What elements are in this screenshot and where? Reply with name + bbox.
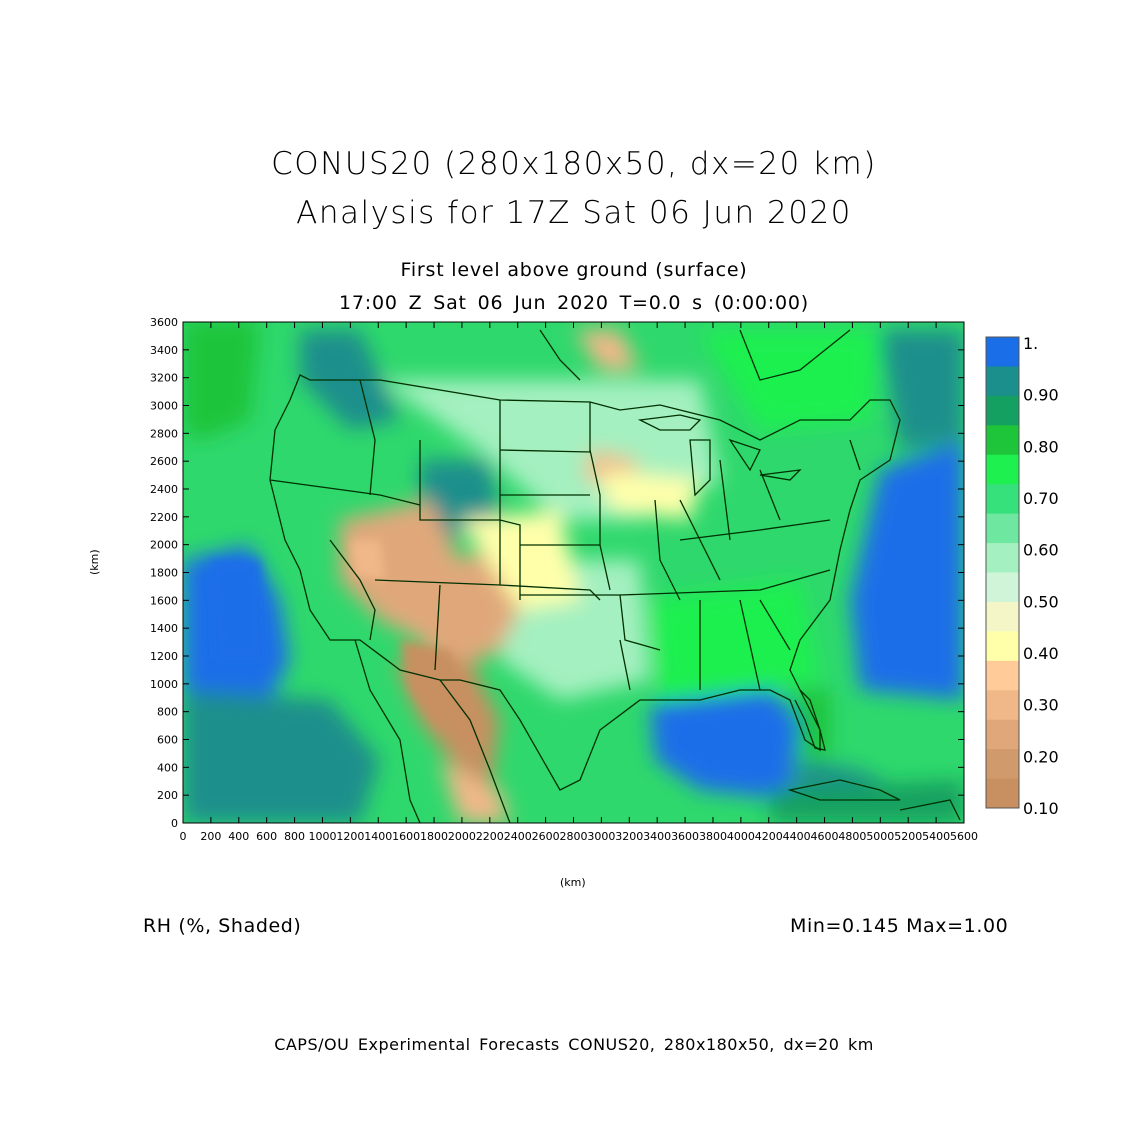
y-tick-label: 3400 — [150, 344, 178, 357]
y-tick-label: 1400 — [150, 622, 178, 635]
x-tick-label: 2000 — [448, 830, 476, 843]
x-tick-label: 2400 — [504, 830, 532, 843]
x-tick-label: 3000 — [587, 830, 615, 843]
y-tick-label: 800 — [157, 706, 178, 719]
x-tick-label: 1000 — [308, 830, 336, 843]
title-line-1: CONUS20 (280x180x50, dx=20 km) — [271, 146, 877, 182]
title-line-2: Analysis for 17Z Sat 06 Jun 2020 — [296, 195, 852, 231]
y-axis-label: (km) — [88, 549, 101, 575]
colorbar-swatch — [986, 719, 1019, 750]
colorbar-label: 0.20 — [1023, 747, 1059, 766]
x-tick-label: 1600 — [392, 830, 420, 843]
x-tick-label: 5400 — [922, 830, 950, 843]
x-tick-label: 400 — [228, 830, 249, 843]
x-tick-label: 3800 — [699, 830, 727, 843]
y-tick-label: 1200 — [150, 650, 178, 663]
x-tick-label: 3400 — [643, 830, 671, 843]
colorbar-swatch — [986, 337, 1019, 367]
x-tick-label: 0 — [180, 830, 187, 843]
y-tick-label: 400 — [157, 761, 178, 774]
y-tick-label: 1000 — [150, 678, 178, 691]
x-tick-label: 4800 — [838, 830, 866, 843]
x-axis-label: (km) — [560, 876, 586, 889]
colorbar-label: 0.10 — [1023, 799, 1059, 818]
colorbar-border — [985, 336, 1020, 809]
colorbar-label: 0.70 — [1023, 489, 1059, 508]
colorbar-label: 0.90 — [1023, 386, 1059, 405]
x-axis-ticks: 0 200 400 600 800 1000 1200 1400 1600 1800 2000 220… — [180, 322, 978, 843]
x-tick-label: 2800 — [560, 830, 588, 843]
colorbar-swatch — [986, 543, 1019, 573]
colorbar-swatch — [986, 513, 1019, 544]
y-tick-label: 1600 — [150, 594, 178, 607]
y-tick-label: 200 — [157, 789, 178, 802]
x-tick-label: 5200 — [894, 830, 922, 843]
x-tick-label: 4000 — [727, 830, 755, 843]
y-tick-label: 3600 — [150, 316, 178, 329]
colorbar-swatch — [986, 484, 1019, 515]
colorbar-label: 0.80 — [1023, 437, 1059, 456]
y-tick-label: 3200 — [150, 372, 178, 385]
x-tick-label: 3600 — [671, 830, 699, 843]
colorbar-label: 0.60 — [1023, 541, 1059, 560]
min-max-label: Min=0.145 Max=1.00 — [790, 915, 1009, 937]
y-tick-label: 2600 — [150, 455, 178, 468]
y-tick-label: 0 — [171, 817, 178, 830]
colorbar-swatch — [986, 425, 1019, 456]
x-tick-label: 4400 — [783, 830, 811, 843]
y-tick-label: 2000 — [150, 539, 178, 552]
colorbar-swatch — [986, 690, 1019, 721]
colorbar-label: 0.30 — [1023, 696, 1059, 715]
x-tick-label: 1200 — [336, 830, 364, 843]
x-tick-label: 5000 — [866, 830, 894, 843]
x-tick-label: 2200 — [476, 830, 504, 843]
x-tick-label: 1400 — [364, 830, 392, 843]
state-boundaries — [269, 329, 961, 823]
colorbar-swatch — [986, 572, 1019, 603]
y-tick-label: 600 — [157, 734, 178, 747]
x-tick-label: 1800 — [420, 830, 448, 843]
colorbar-swatch — [986, 660, 1019, 691]
colorbar-swatch — [986, 778, 1019, 809]
x-tick-label: 4600 — [811, 830, 839, 843]
y-tick-label: 3000 — [150, 400, 178, 413]
x-tick-label: 200 — [200, 830, 221, 843]
x-tick-label: 5600 — [950, 830, 978, 843]
x-tick-label: 2600 — [532, 830, 560, 843]
y-tick-label: 2400 — [150, 483, 178, 496]
subtitle-line-2: 17:00 Z Sat 06 Jun 2020 T=0.0 s (0:00:00… — [339, 292, 809, 314]
x-tick-label: 4200 — [755, 830, 783, 843]
y-tick-label: 2200 — [150, 511, 178, 524]
y-axis-ticks: 0 200 400 600 800 1000 1200 1400 1600 1800 2000 220… — [150, 316, 964, 830]
colorbar-swatch — [986, 749, 1019, 780]
colorbar-swatch — [986, 395, 1019, 426]
colorbar-swatch — [986, 601, 1019, 632]
y-tick-label: 1800 — [150, 567, 178, 580]
x-tick-label: 600 — [256, 830, 277, 843]
y-tick-label: 2800 — [150, 427, 178, 440]
field-label: RH (%, Shaded) — [143, 915, 302, 937]
credit-line: CAPS/OU Experimental Forecasts CONUS20, … — [274, 1035, 874, 1054]
colorbar-label: 0.50 — [1023, 592, 1059, 611]
colorbar: 1. 0.90 0.80 0.70 0.60 0.50 0.40 0.30 0.20 0.10 — [985, 334, 1059, 818]
colorbar-swatch — [986, 366, 1019, 397]
subtitle-line-1: First level above ground (surface) — [400, 259, 748, 281]
colorbar-label: 0.40 — [1023, 644, 1059, 663]
rh-shaded-field — [183, 322, 964, 823]
x-tick-label: 3200 — [615, 830, 643, 843]
colorbar-swatch — [986, 454, 1019, 485]
colorbar-label: 1. — [1023, 334, 1038, 353]
x-tick-label: 800 — [284, 830, 305, 843]
colorbar-swatch — [986, 631, 1019, 662]
